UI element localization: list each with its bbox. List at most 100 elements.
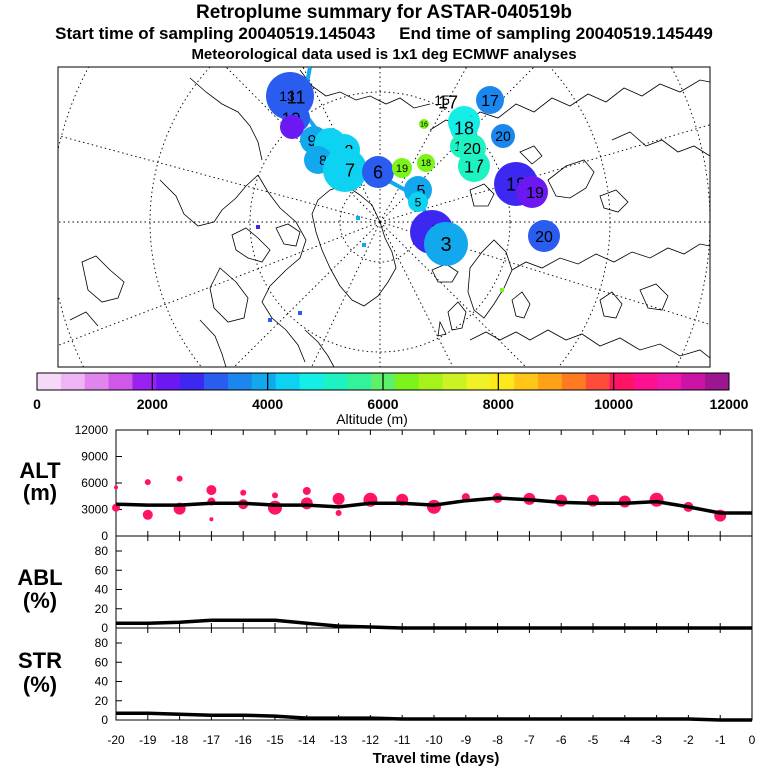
colorbar-segment xyxy=(490,373,515,390)
plume-cluster-circle xyxy=(476,86,504,114)
page-title: Retroplume summary for ASTAR-040519b xyxy=(196,2,572,23)
alt-cluster-point xyxy=(268,500,282,515)
alt-ytick-label: 12000 xyxy=(75,423,109,437)
str-ytick-label: 80 xyxy=(95,636,109,650)
alt-ytick-label: 0 xyxy=(101,529,108,543)
abl-ytick-label: 20 xyxy=(95,602,109,616)
plume-cluster-label: 6 xyxy=(373,162,383,182)
colorbar-segment xyxy=(466,373,491,390)
plume-cluster-circle xyxy=(417,154,435,172)
str-ytick-label: 40 xyxy=(95,675,109,689)
x-tick-label: -13 xyxy=(330,733,348,747)
x-tick-label: -5 xyxy=(588,733,599,747)
coastlines xyxy=(69,69,710,367)
coastline-alaska xyxy=(159,174,259,227)
alt-cluster-point xyxy=(114,485,118,490)
plume-small-marker xyxy=(500,288,504,292)
x-tick-label: -9 xyxy=(460,733,471,747)
colorbar-segment xyxy=(251,373,277,390)
colorbar-segment xyxy=(705,373,730,390)
colorbar-segment xyxy=(37,373,62,390)
colorbar-label: Altitude (m) xyxy=(336,411,408,427)
alt-cluster-point xyxy=(209,517,214,522)
plume-cluster-circle xyxy=(458,134,486,162)
colorbar-segment xyxy=(60,373,86,390)
map-frame xyxy=(57,66,711,368)
meridian-line xyxy=(379,124,710,223)
plume-cluster-label: 18 xyxy=(421,158,431,168)
colorbar-tick-label: 12000 xyxy=(710,396,749,412)
x-axis-title: Travel time (days) xyxy=(373,750,500,767)
plume-small-marker xyxy=(268,318,272,322)
sampling-times: Start time of sampling 20040519.145043 E… xyxy=(0,24,768,44)
str-panel-label: STR xyxy=(18,648,62,673)
colorbar-segment xyxy=(418,373,444,390)
coastline-far-east xyxy=(611,131,710,157)
plume-cluster-circle xyxy=(419,119,429,129)
colorbar-segment xyxy=(609,373,634,390)
coastline-baltic xyxy=(511,291,531,319)
plume-clusters: 1311109988876554316161717181818191919202… xyxy=(256,67,560,322)
coastline-severnaya xyxy=(519,145,629,213)
plume-cluster-circle xyxy=(280,115,304,139)
alt-cluster-point xyxy=(176,475,183,482)
abl-panel-frame xyxy=(115,535,753,629)
plume-cluster-label: 20 xyxy=(495,128,511,144)
colorbar-segment xyxy=(538,373,563,390)
alt-panel-label: ALT xyxy=(19,458,61,483)
colorbar-segment xyxy=(275,373,300,390)
alt-cluster-point xyxy=(206,485,217,496)
str-panel-frame xyxy=(115,627,753,721)
colorbar-tick-label: 4000 xyxy=(252,396,283,412)
x-tick-label: -10 xyxy=(425,733,443,747)
coastline-novaya-zemlya xyxy=(547,159,595,199)
alt-cluster-point xyxy=(332,492,345,505)
plume-cluster-label: 17 xyxy=(481,93,499,110)
abl-panel-unit: (%) xyxy=(23,588,57,613)
plume-small-marker xyxy=(356,216,360,220)
colorbar-segment xyxy=(514,373,539,390)
alt-cluster-point xyxy=(240,489,247,496)
alt-cluster-point xyxy=(142,509,153,520)
x-tick-label: -7 xyxy=(524,733,535,747)
str-series-line xyxy=(116,711,752,722)
colorbar-segment xyxy=(84,373,109,390)
coastline-british-isles xyxy=(437,301,467,337)
plume-cluster-circle xyxy=(362,156,394,188)
altitude-colorbar: 0 2000 4000 6000 8000 10000 12000 xyxy=(33,372,749,412)
meridian-line xyxy=(225,67,381,223)
colorbar-segment xyxy=(323,373,348,390)
colorbar-tick-label: 6000 xyxy=(367,396,398,412)
plume-cluster-circle xyxy=(424,222,468,266)
coastline-hudson-bay xyxy=(209,267,249,323)
abl-ytick-label: 40 xyxy=(95,583,109,597)
alt-ytick-label: 9000 xyxy=(81,450,108,464)
polar-map: 1311109988876554316161717181818191919202… xyxy=(57,66,711,368)
plume-cluster-label: 19 xyxy=(396,163,408,175)
colorbar-tick-label: 8000 xyxy=(483,396,514,412)
coastline-caspian xyxy=(599,283,669,319)
str-ytick-label: 60 xyxy=(95,655,109,669)
alt-cluster-point xyxy=(302,486,311,495)
x-tick-label: 0 xyxy=(749,733,756,747)
abl-ytick-label: 0 xyxy=(101,621,108,635)
alt-ytick-label: 6000 xyxy=(81,476,108,490)
alt-cluster-point xyxy=(300,497,313,510)
x-tick-label: -8 xyxy=(492,733,503,747)
colorbar-tick-label: 10000 xyxy=(594,396,633,412)
alt-series-line xyxy=(115,496,752,515)
colorbar-segment xyxy=(299,373,324,390)
coastline-svalbard xyxy=(469,183,495,207)
x-tick-label: -17 xyxy=(203,733,221,747)
start-time-label: Start time of sampling 20040519.145043 xyxy=(55,24,376,43)
x-tick-label: -18 xyxy=(171,733,189,747)
colorbar-segment xyxy=(227,373,253,390)
colorbar-segment xyxy=(394,373,420,390)
plume-cluster-label: 9 xyxy=(308,133,317,150)
meridian-line xyxy=(379,221,710,325)
plume-cluster-circle xyxy=(392,158,412,178)
coastline-west-alaska xyxy=(69,255,125,327)
colorbar-segment xyxy=(180,373,205,390)
colorbar-segment xyxy=(561,373,587,390)
